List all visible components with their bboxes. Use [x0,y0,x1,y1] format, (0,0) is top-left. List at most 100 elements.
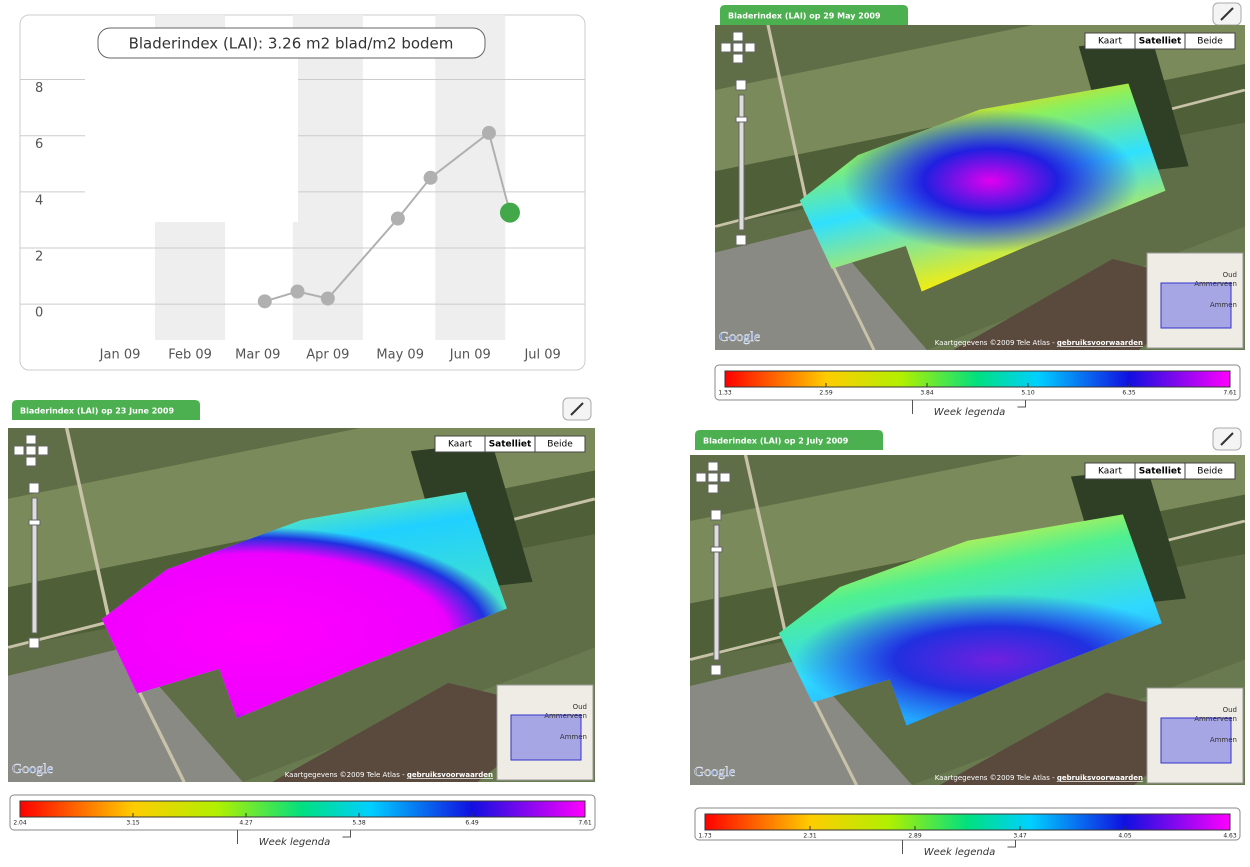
legend-bar [19,800,586,818]
point [423,170,438,185]
point [320,291,335,306]
pan-button[interactable] [707,461,719,472]
google-logo: Google [12,762,53,777]
inset-view [510,714,582,761]
x-tick-label: Jan 09 [99,348,141,363]
zoom-handle [28,519,41,526]
terms-link[interactable]: gebruiksvoorwaarden [1057,774,1143,782]
month-band [292,15,363,340]
inset-label: Ammerveen [544,712,587,720]
y-tick-label: 0 [35,306,43,321]
legend-title: Week legenda [259,837,330,848]
point [257,294,272,309]
pan-button[interactable] [732,42,744,53]
legend-tick-label: 4.63 [1223,833,1237,840]
x-tick-label: Jun 09 [449,348,491,363]
pan-button[interactable] [720,42,732,53]
zoom-in[interactable] [710,509,722,521]
pan-button[interactable] [732,31,744,42]
zoom-handle [735,116,748,123]
map-type-label[interactable]: Satelliet [1139,37,1182,47]
terms-link[interactable]: gebruiksvoorwaarden [407,771,493,779]
legend-bracket [912,400,1026,414]
pipette-icon [1220,432,1234,446]
map-type-button[interactable] [534,435,586,453]
inset-label: Ammen [560,733,587,741]
pan-button[interactable] [695,472,707,483]
pan-button[interactable] [37,445,49,456]
google-logo: Google [694,765,735,780]
map [8,428,595,782]
annotation-box [97,27,486,59]
map-field [690,659,912,785]
legend-bar [704,813,1231,831]
map-type-label[interactable]: Kaart [1098,37,1122,47]
point [499,202,520,223]
map-type-label[interactable]: Kaart [1098,467,1122,477]
legend-bracket [237,830,351,844]
legend-tick-label: 6.35 [1122,390,1136,397]
map-tab [720,5,908,25]
pan-button[interactable] [25,434,37,445]
pan-button[interactable] [732,53,744,64]
map-tab [695,430,883,450]
inset-label: Oud [1223,706,1237,714]
y-tick-label: 6 [35,137,43,152]
zoom-track [31,497,38,634]
pipette-icon [1220,7,1234,21]
inset-label: Ammerveen [1194,715,1237,723]
point [481,125,496,140]
y-tick-label: 4 [35,193,43,208]
map-type-label[interactable]: Kaart [448,440,472,450]
x-tick-label: Jul 09 [523,348,560,363]
x-tick-label: May 09 [376,348,424,363]
pan-button[interactable] [719,472,731,483]
map-type-label[interactable]: Beide [547,440,573,450]
google-logo: Google [719,330,760,345]
zoom-out[interactable] [28,637,40,649]
legend-tick-label: 6.49 [465,820,479,827]
map-tab [12,400,200,420]
legend-tick-label: 1.73 [698,833,712,840]
map-type-label[interactable]: Satelliet [1139,467,1182,477]
pan-button[interactable] [13,445,25,456]
map-title: Bladerindex (LAI) op 23 June 2009 [20,407,174,416]
inset-label: Oud [573,703,587,711]
zoom-handle [710,546,723,553]
inset-label: Ammen [1210,736,1237,744]
legend-tick-label: 2.31 [803,833,817,840]
month-band [435,15,506,340]
legend-tick-label: 4.05 [1118,833,1132,840]
pan-button[interactable] [25,445,37,456]
legend-tick-label: 7.61 [1223,390,1237,397]
pan-button[interactable] [744,42,756,53]
pipette-icon [570,402,584,416]
terms-link[interactable]: gebruiksvoorwaarden [1057,339,1143,347]
pan-button[interactable] [25,456,37,467]
attribution-text: Kaartgegevens ©2009 Tele Atlas - [285,771,407,779]
overlay [85,35,298,222]
legend-tick-label: 3.15 [126,820,140,827]
map-type-label[interactable]: Satelliet [489,440,532,450]
legend-tick-label: 5.38 [352,820,366,827]
legend-bar [724,370,1231,388]
map-type-button[interactable] [1184,32,1236,50]
zoom-in[interactable] [28,482,40,494]
attribution: Kaartgegevens ©2009 Tele Atlas - gebruik… [935,339,1143,347]
map-title: Bladerindex (LAI) op 29 May 2009 [728,12,881,21]
pan-button[interactable] [707,472,719,483]
zoom-out[interactable] [735,234,747,246]
pan-button[interactable] [707,483,719,494]
map-type-label[interactable]: Beide [1197,37,1223,47]
zoom-out[interactable] [710,664,722,676]
zoom-track [713,524,720,661]
map-type-label[interactable]: Beide [1197,467,1223,477]
point [390,211,405,226]
map-type-button[interactable] [1184,462,1236,480]
zoom-in[interactable] [735,79,747,91]
attribution: Kaartgegevens ©2009 Tele Atlas - gebruik… [935,774,1143,782]
legend-title: Week legenda [934,407,1005,418]
legend-bracket [902,840,1016,854]
map-field [715,226,927,350]
attribution-text: Kaartgegevens ©2009 Tele Atlas - [935,774,1057,782]
